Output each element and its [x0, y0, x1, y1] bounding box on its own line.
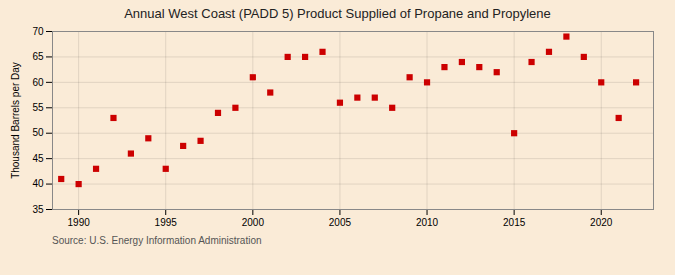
svg-text:Thousand Barrels per Day: Thousand Barrels per Day: [10, 62, 21, 179]
svg-text:1990: 1990: [68, 217, 91, 228]
svg-text:60: 60: [32, 77, 44, 88]
svg-text:45: 45: [32, 153, 44, 164]
svg-text:1995: 1995: [155, 217, 178, 228]
svg-text:2010: 2010: [416, 217, 439, 228]
svg-text:2005: 2005: [329, 217, 352, 228]
svg-text:2015: 2015: [503, 217, 526, 228]
svg-text:70: 70: [32, 26, 44, 37]
svg-text:35: 35: [32, 204, 44, 215]
svg-text:40: 40: [32, 178, 44, 189]
html-text:Source: U.S. Energy Informatio: Source: U.S. Energy Information Administ…: [52, 235, 262, 246]
svg-text:65: 65: [32, 51, 44, 62]
svg-text:55: 55: [32, 102, 44, 113]
svg-text:2020: 2020: [590, 217, 613, 228]
html-text:Annual West Coast (PADD 5) Pro: Annual West Coast (PADD 5) Product Suppl…: [124, 6, 551, 21]
svg-text:50: 50: [32, 127, 44, 138]
svg-text:2000: 2000: [242, 217, 265, 228]
